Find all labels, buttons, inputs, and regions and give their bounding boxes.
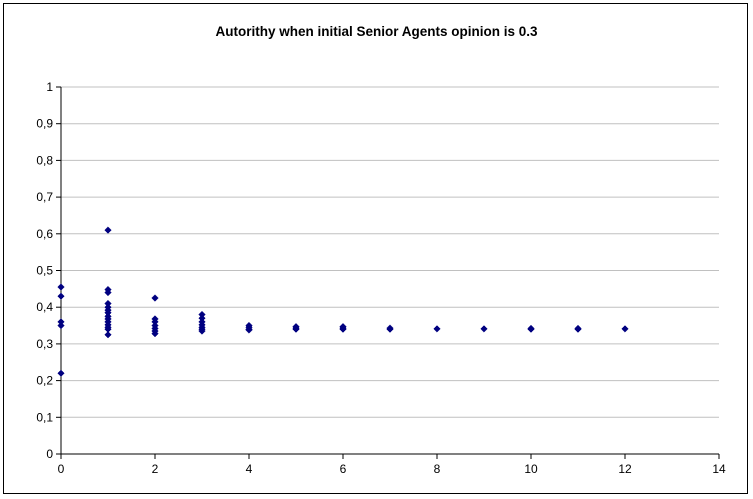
y-tick-label: 0,3 [36, 337, 53, 351]
data-point [57, 292, 65, 300]
y-tick-label: 0,7 [36, 190, 53, 204]
data-point [386, 325, 394, 333]
y-tick-label: 0,2 [36, 374, 53, 388]
data-point [104, 288, 112, 297]
data-point [57, 321, 65, 330]
x-tick-label: 14 [712, 462, 726, 476]
data-point [245, 326, 253, 334]
y-tick-label: 0,5 [36, 264, 53, 278]
data-point [57, 369, 65, 377]
x-tick-label: 4 [246, 462, 253, 476]
x-tick-label: 0 [58, 462, 65, 476]
y-tick-label: 0,6 [36, 227, 53, 241]
y-tick-label: 1 [46, 80, 53, 94]
data-point [151, 329, 159, 338]
data-point [480, 325, 488, 333]
x-tick-label: 6 [340, 462, 347, 476]
chart-title: Autorithy when initial Senior Agents opi… [215, 24, 538, 39]
data-point [198, 327, 206, 335]
data-point [527, 325, 535, 333]
y-tick-label: 0,8 [36, 153, 53, 167]
x-tick-label: 2 [152, 462, 159, 476]
data-point [57, 283, 65, 291]
data-point [104, 331, 112, 339]
data-point [433, 325, 441, 333]
data-point [574, 325, 582, 333]
data-point [104, 226, 112, 234]
y-tick-label: 0 [46, 447, 53, 461]
data-point [621, 325, 629, 333]
x-tick-label: 10 [524, 462, 538, 476]
y-tick-label: 0,9 [36, 117, 53, 131]
data-point [292, 325, 300, 333]
x-axis-ticks: 0 2 4 6 8 10 12 14 [58, 454, 726, 476]
chart-frame [3, 3, 748, 494]
x-tick-label: 12 [618, 462, 632, 476]
data-points [57, 226, 629, 377]
data-point [339, 325, 347, 333]
y-axis-ticks: 0 0,1 0,2 0,3 0,4 0,5 0,6 0,7 0,8 0,9 1 [36, 80, 61, 461]
x-tick-label: 8 [434, 462, 441, 476]
gridlines [61, 86, 719, 418]
data-point [151, 294, 159, 302]
y-tick-label: 0,4 [36, 300, 53, 314]
y-tick-label: 0,1 [36, 410, 53, 424]
